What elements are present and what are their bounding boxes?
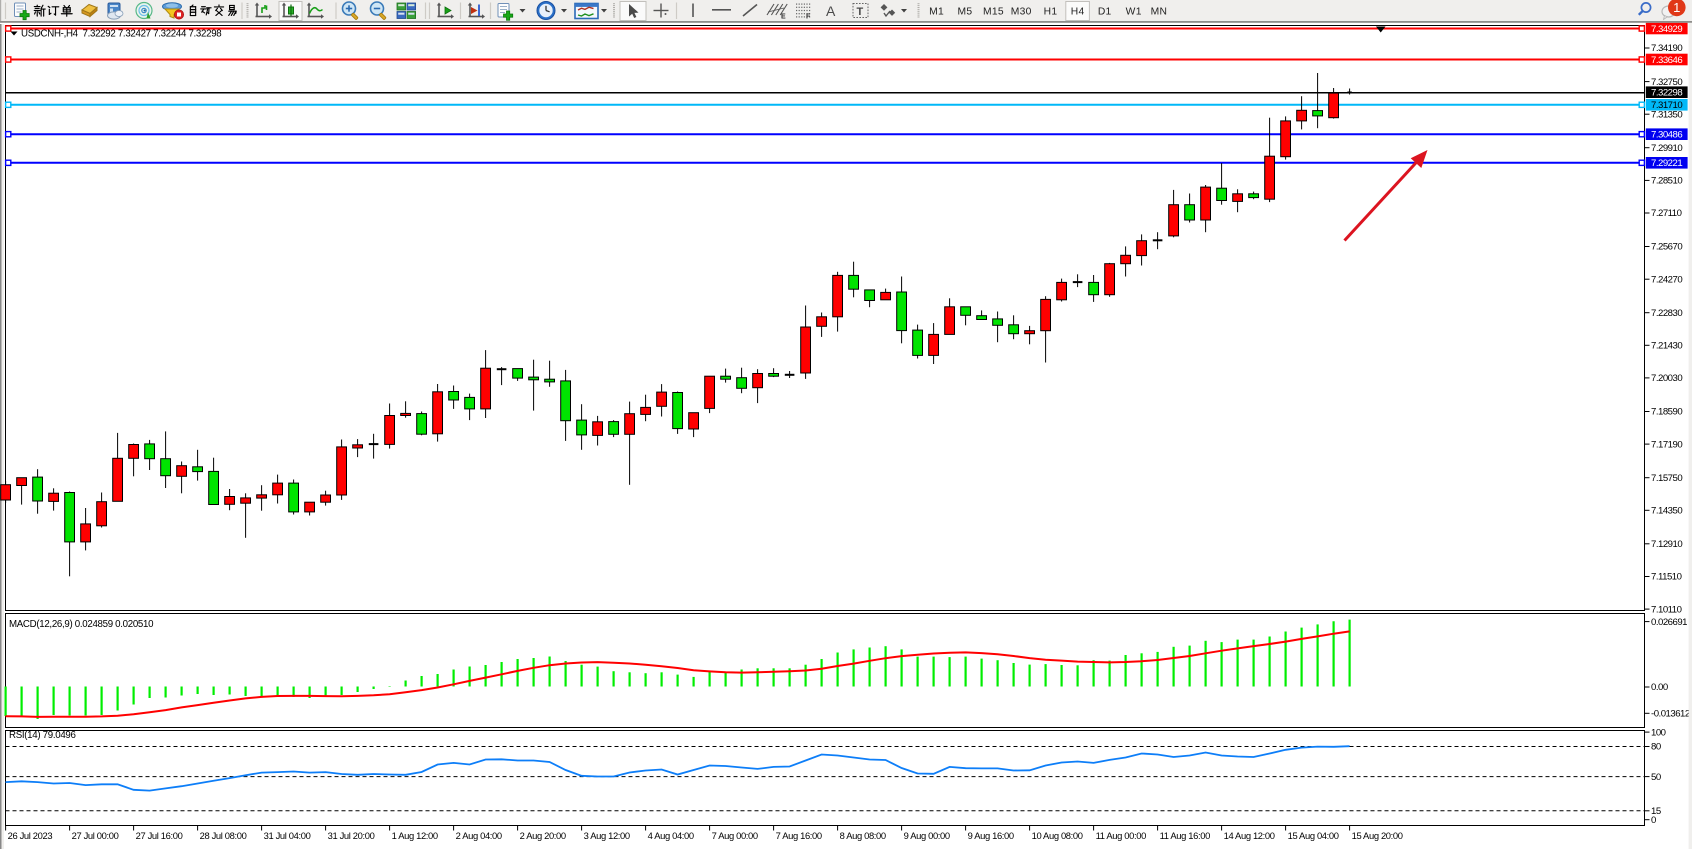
svg-text:T: T [857,6,864,18]
svg-text:31 Jul 20:00: 31 Jul 20:00 [328,830,375,841]
svg-text:7.10110: 7.10110 [1651,604,1682,615]
svg-text:A: A [826,3,836,19]
svg-text:7.12910: 7.12910 [1651,539,1682,550]
svg-text:100: 100 [1651,727,1666,738]
svg-text:7.22830: 7.22830 [1651,308,1682,319]
svg-text:7.34929: 7.34929 [1651,24,1682,35]
svg-text:28 Jul 08:00: 28 Jul 08:00 [200,830,247,841]
svg-text:H1: H1 [1044,7,1058,18]
svg-text:2 Aug 20:00: 2 Aug 20:00 [520,830,566,841]
svg-text:4 Aug 04:00: 4 Aug 04:00 [648,830,694,841]
svg-text:80: 80 [1651,742,1661,753]
svg-text:7 Aug 00:00: 7 Aug 00:00 [712,830,758,841]
svg-text:7.31350: 7.31350 [1651,109,1682,120]
svg-text:H4: H4 [1071,7,1085,18]
svg-text:10 Aug 08:00: 10 Aug 08:00 [1032,830,1083,841]
svg-text:7.20030: 7.20030 [1651,373,1682,384]
svg-text:M30: M30 [1011,7,1032,18]
svg-text:7.29910: 7.29910 [1651,143,1682,154]
svg-text:E: E [781,14,786,21]
svg-text:11 Aug 16:00: 11 Aug 16:00 [1160,830,1210,841]
svg-text:-0.013612: -0.013612 [1651,709,1690,720]
svg-text:MN: MN [1151,7,1168,18]
svg-text:7.25670: 7.25670 [1651,242,1682,253]
svg-text:7 Aug 16:00: 7 Aug 16:00 [776,830,822,841]
svg-text:14 Aug 12:00: 14 Aug 12:00 [1224,830,1275,841]
svg-text:1: 1 [1673,0,1680,15]
svg-text:7.31710: 7.31710 [1651,100,1682,111]
svg-text:7.34190: 7.34190 [1651,43,1682,54]
svg-text:15: 15 [1651,806,1661,817]
svg-text:7.21430: 7.21430 [1651,341,1682,352]
svg-text:15 Aug 04:00: 15 Aug 04:00 [1288,830,1339,841]
svg-text:M15: M15 [983,7,1004,18]
svg-text:F: F [806,14,811,21]
svg-text:7.32750: 7.32750 [1651,77,1682,88]
svg-text:2 Aug 04:00: 2 Aug 04:00 [456,830,502,841]
svg-text:11 Aug 00:00: 11 Aug 00:00 [1096,830,1146,841]
svg-text:7.30486: 7.30486 [1651,130,1682,141]
svg-text:7.24270: 7.24270 [1651,274,1682,285]
svg-text:USDCNH-,H4 7.32292 7.32427 7.: USDCNH-,H4 7.32292 7.32427 7.32244 7.322… [21,29,221,40]
svg-text:7.32298: 7.32298 [1651,88,1682,99]
svg-text:7.27110: 7.27110 [1651,208,1682,219]
svg-text:50: 50 [1651,772,1661,783]
svg-text:7.29221: 7.29221 [1651,158,1682,169]
svg-text:8 Aug 08:00: 8 Aug 08:00 [840,830,886,841]
svg-text:7.14350: 7.14350 [1651,506,1682,517]
svg-text:0.00: 0.00 [1651,682,1668,693]
svg-text:7.11510: 7.11510 [1651,572,1682,583]
svg-text:W1: W1 [1126,7,1142,18]
svg-text:7.33646: 7.33646 [1651,55,1682,66]
svg-text:27 Jul 16:00: 27 Jul 16:00 [136,830,183,841]
svg-text:27 Jul 00:00: 27 Jul 00:00 [72,830,119,841]
svg-text:31 Jul 04:00: 31 Jul 04:00 [264,830,311,841]
svg-text:3 Aug 12:00: 3 Aug 12:00 [584,830,630,841]
svg-text:9 Aug 00:00: 9 Aug 00:00 [904,830,950,841]
svg-text:M5: M5 [958,7,973,18]
svg-text:0.026691: 0.026691 [1651,617,1687,628]
svg-text:MACD(12,26,9) 0.024859 0.02051: MACD(12,26,9) 0.024859 0.020510 [9,619,154,630]
svg-text:M1: M1 [929,7,944,18]
svg-text:7.15750: 7.15750 [1651,473,1682,484]
svg-text:7.28510: 7.28510 [1651,176,1682,187]
svg-text:26 Jul 2023: 26 Jul 2023 [8,830,53,841]
svg-text:9 Aug 16:00: 9 Aug 16:00 [968,830,1014,841]
svg-text:RSI(14) 79.0496: RSI(14) 79.0496 [9,730,76,741]
svg-text:1 Aug 12:00: 1 Aug 12:00 [392,830,438,841]
svg-text:0: 0 [1651,815,1656,826]
svg-text:15 Aug 20:00: 15 Aug 20:00 [1352,830,1403,841]
svg-text:7.18590: 7.18590 [1651,407,1682,418]
svg-text:7.17190: 7.17190 [1651,439,1682,450]
svg-text:D1: D1 [1098,7,1112,18]
